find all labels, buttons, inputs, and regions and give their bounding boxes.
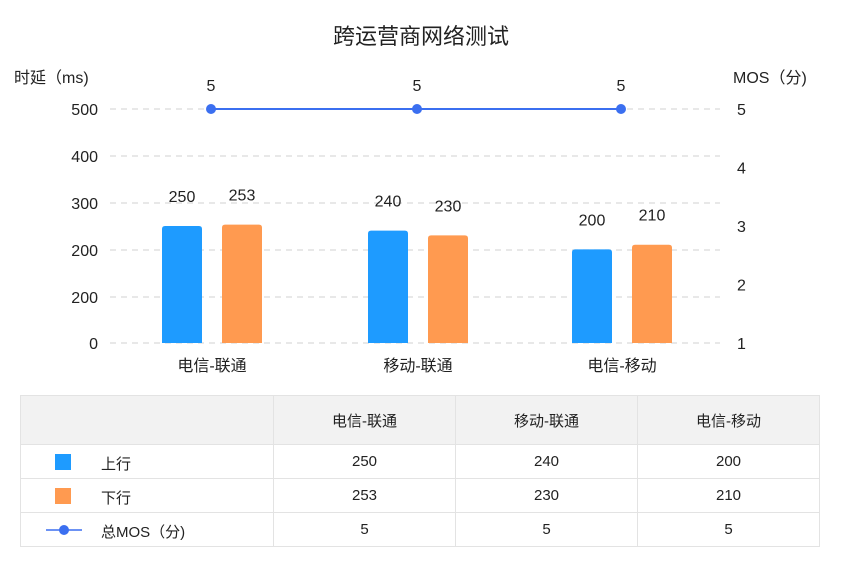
table-cell: 5: [455, 512, 638, 547]
y-left-tick-label: 0: [89, 336, 98, 353]
table-header-cell: 电信-移动: [637, 395, 820, 445]
mos-point: [412, 104, 422, 114]
table-cell: 5: [273, 512, 456, 547]
series-cell: 上行: [20, 444, 274, 479]
series-name: 下行: [101, 490, 132, 507]
mos-point: [206, 104, 216, 114]
series-name: 上行: [101, 456, 132, 473]
y-right-ticks: 1 2 3 4 5: [737, 102, 746, 353]
bar: [632, 244, 672, 343]
category-label: 电信-移动: [587, 357, 656, 375]
bar: [572, 249, 612, 343]
y-right-tick-label: 1: [737, 336, 746, 353]
bar-value-label: 250: [169, 189, 196, 206]
chart: 跨运营商网络测试 时延（ms) MOS（分) 0200200300400500 …: [14, 24, 807, 375]
category-labels: 电信-联通 移动-联通 电信-移动: [177, 357, 656, 375]
bar: [428, 235, 468, 343]
y-left-tick-label: 200: [71, 243, 98, 260]
download-swatch-icon: [55, 488, 71, 504]
y-left-tick-label: 300: [71, 196, 98, 213]
series-cell: 总MOS（分): [20, 512, 274, 547]
table-row-mos: 总MOS（分) 5 5 5: [20, 512, 820, 547]
y-left-ticks: 0 200 200 300 400 500: [71, 102, 98, 353]
mos-value-label: 5: [413, 78, 422, 95]
mos-point: [616, 104, 626, 114]
y-left-tick-label: 200: [71, 290, 98, 307]
mos-value-label: 5: [207, 78, 216, 95]
bars: 250 240 200 253 230 210: [162, 188, 672, 343]
y-right-tick-label: 5: [737, 102, 746, 119]
mos-value-label: 5: [617, 78, 626, 95]
table-header-corner: [20, 395, 274, 445]
bar-value-label: 230: [435, 198, 462, 215]
series-cell: 下行: [20, 478, 274, 513]
table-cell: 230: [455, 478, 638, 513]
bar: [222, 224, 262, 343]
table-cell: 250: [273, 444, 456, 479]
mos-line-legend-icon: [46, 525, 82, 535]
mos-line: 5 5 5: [206, 78, 626, 114]
table-cell: 253: [273, 478, 456, 513]
table-cell: 200: [637, 444, 820, 479]
table-cell: 240: [455, 444, 638, 479]
bar: [162, 226, 202, 343]
y-left-tick-label: 400: [71, 149, 98, 166]
table-row-upload: 上行 250 240 200: [20, 444, 820, 479]
series-name: 总MOS（分): [101, 524, 186, 541]
table-header-cell: 电信-联通: [273, 395, 456, 445]
table-cell: 5: [637, 512, 820, 547]
upload-swatch-icon: [55, 454, 71, 470]
bar-value-label: 253: [229, 188, 256, 205]
bar-value-label: 200: [579, 212, 606, 229]
y-right-tick-label: 2: [737, 278, 746, 295]
bar-value-label: 240: [375, 194, 402, 211]
data-table: 电信-联通 移动-联通 电信-移动 上行 250 240 200 下行 253 …: [20, 395, 820, 547]
table-cell: 210: [637, 478, 820, 513]
table-header-row: 电信-联通 移动-联通 电信-移动: [20, 395, 820, 445]
table-header-cell: 移动-联通: [455, 395, 638, 445]
bar-value-label: 210: [639, 208, 666, 225]
category-label: 电信-联通: [177, 357, 246, 375]
table-row-download: 下行 253 230 210: [20, 478, 820, 513]
y-left-tick-label: 500: [71, 102, 98, 119]
y-left-axis-label: 时延（ms): [14, 69, 89, 87]
y-right-tick-label: 4: [737, 161, 746, 178]
bar: [368, 230, 408, 343]
chart-title: 跨运营商网络测试: [333, 24, 509, 49]
category-label: 移动-联通: [383, 357, 452, 375]
y-right-tick-label: 3: [737, 219, 746, 236]
y-right-axis-label: MOS（分): [733, 69, 807, 87]
